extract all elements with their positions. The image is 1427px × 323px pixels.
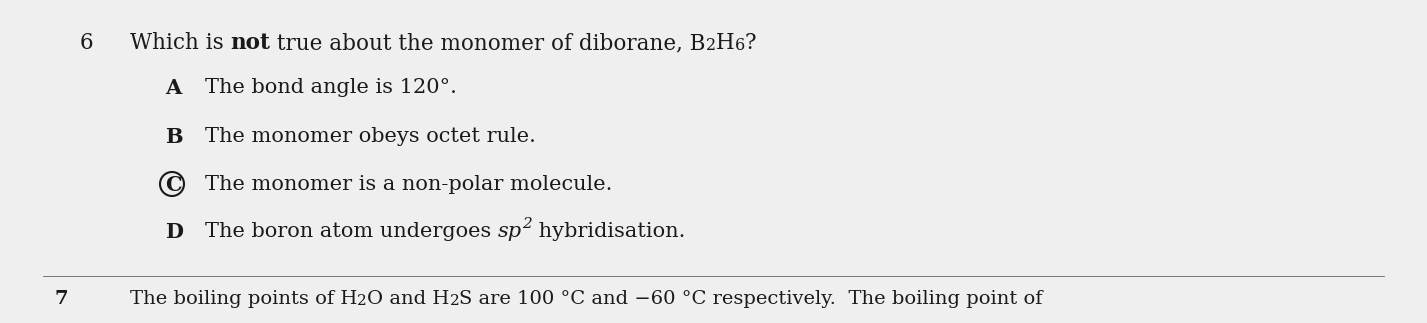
Text: 6: 6: [80, 32, 94, 54]
Text: C: C: [166, 175, 181, 195]
Text: 2: 2: [706, 37, 716, 54]
Text: 2: 2: [357, 294, 367, 308]
Text: The monomer is a non-polar molecule.: The monomer is a non-polar molecule.: [205, 175, 612, 194]
Text: The boiling points of H: The boiling points of H: [130, 290, 357, 308]
Text: ?: ?: [745, 32, 756, 54]
Text: 2: 2: [522, 217, 532, 231]
Text: 6: 6: [735, 37, 745, 54]
Text: H: H: [716, 32, 735, 54]
Text: B: B: [166, 127, 183, 147]
Text: S are 100 °C and −60 °C respectively.  The boiling point of: S are 100 °C and −60 °C respectively. Th…: [459, 290, 1043, 308]
Text: The boron atom undergoes: The boron atom undergoes: [205, 222, 498, 241]
Text: A: A: [166, 78, 181, 98]
Text: not: not: [231, 32, 271, 54]
Text: O and H: O and H: [367, 290, 450, 308]
Text: 7: 7: [56, 290, 68, 308]
Text: true about the monomer of diborane, B: true about the monomer of diborane, B: [271, 32, 706, 54]
Text: D: D: [166, 222, 183, 242]
Text: hybridisation.: hybridisation.: [532, 222, 685, 241]
Text: The monomer obeys octet rule.: The monomer obeys octet rule.: [205, 127, 537, 146]
Text: Which is: Which is: [130, 32, 231, 54]
Text: The bond angle is 120°.: The bond angle is 120°.: [205, 78, 457, 97]
Text: sp: sp: [498, 222, 522, 241]
Text: 2: 2: [450, 294, 459, 308]
